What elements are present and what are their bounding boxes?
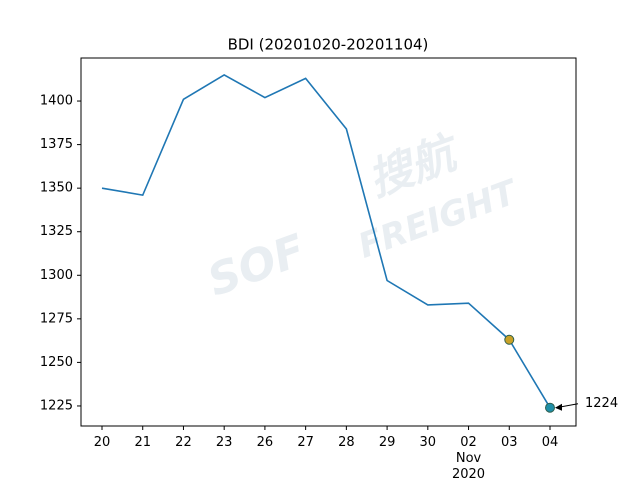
x-tick-label: 23 — [216, 435, 233, 450]
watermark: SOF — [201, 225, 312, 307]
x-tick-label: 28 — [338, 435, 355, 450]
x-tick-label: 29 — [379, 435, 396, 450]
axes-frame — [80, 57, 577, 427]
y-tick-label: 1225 — [40, 398, 73, 413]
x-tick-label: 21 — [134, 435, 151, 450]
value-label: 1224 — [585, 396, 618, 411]
y-tick-label: 1375 — [40, 137, 73, 152]
marker — [504, 334, 515, 345]
x-tick-label: 30 — [420, 435, 437, 450]
annotation-arrowhead — [555, 403, 562, 411]
y-tick-label: 1275 — [40, 311, 73, 326]
line — [101, 73, 551, 409]
y-tick-label: 1400 — [40, 94, 73, 109]
x-tick-label: 03 — [501, 435, 518, 450]
y-tick-label: 1250 — [40, 355, 73, 370]
x-tick-label: 04 — [542, 435, 559, 450]
x-tick-label: 22 — [175, 435, 192, 450]
x-tick-label: 20 — [94, 435, 111, 450]
x-tick-label: 27 — [297, 435, 314, 450]
y-tick-label: 1325 — [40, 224, 73, 239]
x-tick-label: 02 Nov 2020 — [452, 435, 485, 480]
chart-title: BDI (20201020-20201104) — [228, 36, 429, 54]
x-tick-label: 26 — [257, 435, 274, 450]
marker — [545, 402, 555, 413]
y-tick-label: 1300 — [40, 268, 73, 283]
y-tick-label: 1350 — [40, 181, 73, 196]
